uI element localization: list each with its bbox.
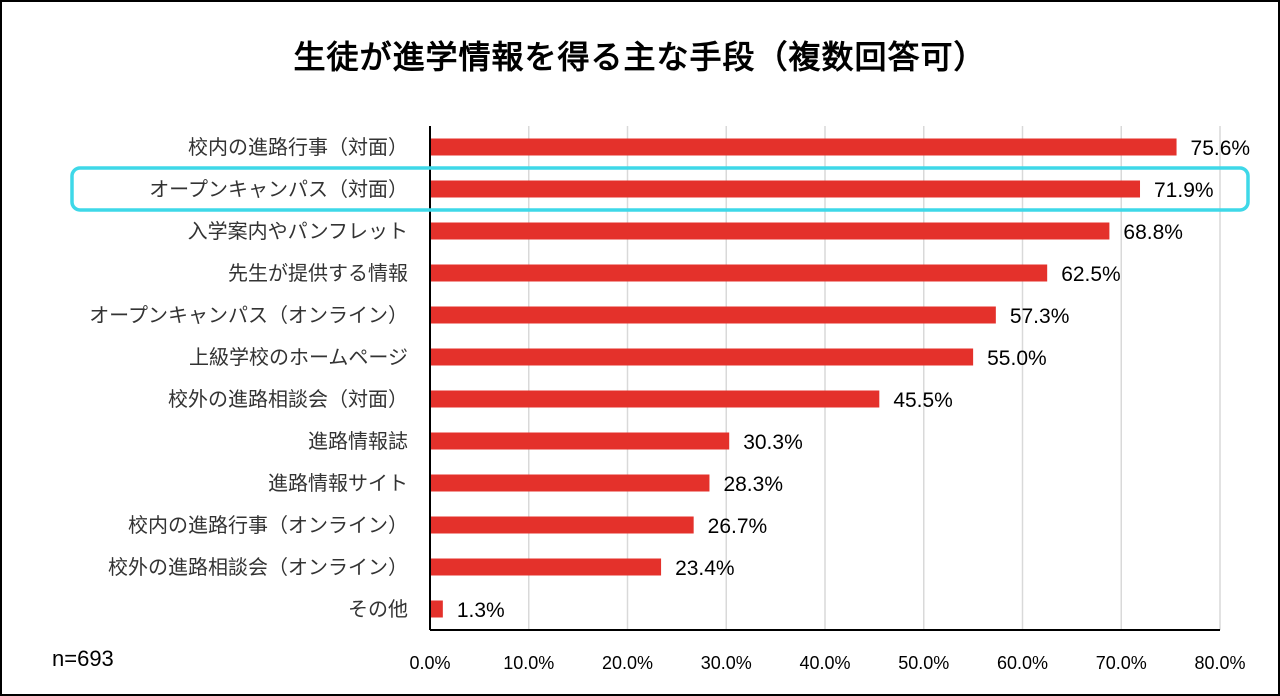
sample-size-note: n=693	[52, 646, 114, 671]
category-label: 進路情報サイト	[268, 471, 408, 495]
x-tick-label: 10.0%	[503, 653, 554, 673]
chart-title: 生徒が進学情報を得る主な手段（複数回答可）	[293, 38, 987, 76]
data-label: 23.4%	[675, 557, 735, 580]
bar	[430, 474, 710, 492]
category-label: 先生が提供する情報	[228, 261, 408, 285]
data-label: 62.5%	[1061, 263, 1121, 286]
data-label: 68.8%	[1123, 221, 1183, 244]
x-tick-label: 80.0%	[1194, 653, 1245, 673]
bar	[430, 264, 1048, 282]
category-label: 校外の進路相談会（オンライン）	[108, 555, 408, 579]
data-label: 55.0%	[987, 347, 1047, 370]
data-label: 71.9%	[1154, 179, 1214, 202]
x-tick-label: 70.0%	[1096, 653, 1147, 673]
bar	[430, 600, 443, 618]
category-label: 入学案内やパンフレット	[188, 219, 408, 243]
data-label: 45.5%	[893, 389, 953, 412]
bar	[430, 432, 730, 450]
category-label: オープンキャンパス（オンライン）	[89, 303, 408, 327]
bar	[430, 390, 880, 408]
data-label: 75.6%	[1191, 137, 1251, 160]
bar	[430, 558, 662, 576]
highlight-box	[70, 166, 1250, 212]
bar	[430, 516, 694, 534]
bar	[430, 138, 1177, 156]
x-tick-label: 50.0%	[898, 653, 949, 673]
category-label: 校内の進路行事（オンライン）	[128, 513, 408, 537]
data-label: 26.7%	[708, 515, 768, 538]
x-tick-label: 40.0%	[799, 653, 850, 673]
x-tick-label: 30.0%	[701, 653, 752, 673]
category-label: 進路情報誌	[308, 429, 408, 453]
x-tick-label: 20.0%	[602, 653, 653, 673]
data-label: 30.3%	[743, 431, 803, 454]
category-label: 校内の進路行事（対面）	[188, 135, 408, 159]
data-label: 28.3%	[723, 473, 783, 496]
data-label: 57.3%	[1010, 305, 1070, 328]
data-label: 1.3%	[457, 599, 505, 622]
x-tick-label: 0.0%	[409, 653, 450, 673]
bar	[430, 222, 1110, 240]
category-label: 校外の進路相談会（対面）	[168, 387, 408, 411]
bar	[430, 306, 996, 324]
bar	[430, 180, 1141, 198]
bar	[430, 348, 974, 366]
category-label: オープンキャンパス（対面）	[149, 177, 408, 201]
category-label: 上級学校のホームページ	[189, 345, 408, 369]
x-tick-label: 60.0%	[997, 653, 1048, 673]
category-label: その他	[348, 597, 408, 621]
